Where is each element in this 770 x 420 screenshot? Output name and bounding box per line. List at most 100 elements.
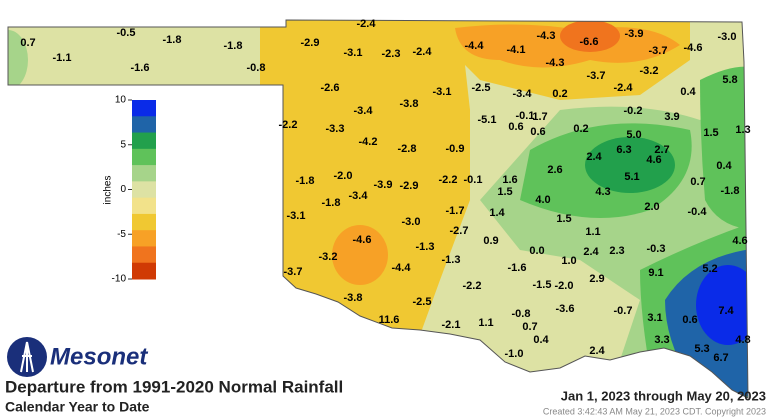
station-value: -3.9 <box>625 28 644 40</box>
station-value: -3.3 <box>326 123 345 135</box>
station-value: 9.1 <box>648 267 663 279</box>
station-value: 0.2 <box>552 88 567 100</box>
station-value: 2.4 <box>583 246 599 258</box>
station-value: 0.4 <box>533 334 549 346</box>
legend-swatch <box>132 132 156 150</box>
station-value: 0.7 <box>522 321 537 333</box>
station-value: -0.7 <box>614 305 633 317</box>
station-value: 6.7 <box>713 352 728 364</box>
legend-swatch <box>132 165 156 182</box>
station-value: -4.6 <box>684 42 703 54</box>
logo-text: Mesonet <box>50 343 148 370</box>
station-value: -1.8 <box>163 34 182 46</box>
station-value: 2.9 <box>589 273 604 285</box>
station-value: 5.1 <box>624 171 639 183</box>
title: Departure from 1991-2020 Normal Rainfall <box>5 377 343 396</box>
stations: 0.7 -1.1 -0.5 -1.8 -1.6 -1.8 -0.8 -2.4 -2.9 -3.1 -… <box>20 18 750 364</box>
station-value: 0.9 <box>483 235 498 247</box>
station-value: 2.3 <box>609 245 624 257</box>
station-value: 0.7 <box>20 37 35 49</box>
station-value: -3.2 <box>319 251 338 263</box>
station-value: -2.2 <box>439 174 458 186</box>
station-value: 0.2 <box>573 123 588 135</box>
station-value: 2.4 <box>586 151 602 163</box>
station-value: -0.3 <box>647 243 666 255</box>
station-value: -2.9 <box>301 37 320 49</box>
station-value: 0.0 <box>529 245 544 257</box>
station-value: -4.3 <box>546 57 565 69</box>
station-value: -3.1 <box>344 47 363 59</box>
station-value: -2.9 <box>400 180 419 192</box>
station-value: -1.6 <box>131 62 150 74</box>
station-value: 2.4 <box>589 345 605 357</box>
station-value: -2.6 <box>321 82 340 94</box>
station-value: -2.5 <box>413 296 432 308</box>
station-value: 1.6 <box>502 174 517 186</box>
logo: Mesonet <box>7 337 148 377</box>
station-value: -1.1 <box>53 52 72 64</box>
legend-swatch <box>132 213 156 231</box>
station-value: -2.3 <box>382 48 401 60</box>
station-value: -3.0 <box>718 31 737 43</box>
station-value: 5.2 <box>702 263 717 275</box>
legend-swatch <box>132 262 156 280</box>
station-value: 4.0 <box>535 194 550 206</box>
legend: 10 5 0 -5 -10 <box>112 95 156 285</box>
station-value: 1.1 <box>478 317 493 329</box>
legend-tick-label: -5 <box>117 229 126 240</box>
station-value: 3.1 <box>647 312 662 324</box>
station-value: 1.0 <box>561 255 576 267</box>
station-value: -0.9 <box>446 143 465 155</box>
station-value: -1.8 <box>224 40 243 52</box>
station-value: -0.5 <box>117 27 136 39</box>
station-value: -2.0 <box>555 280 574 292</box>
station-value: 0.6 <box>530 126 545 138</box>
station-value: -0.1 <box>464 174 483 186</box>
station-value: 0.6 <box>508 121 523 133</box>
station-value: -1.3 <box>442 254 461 266</box>
legend-swatch <box>132 116 156 134</box>
station-value: -3.7 <box>284 266 303 278</box>
legend-label: inches <box>103 176 114 205</box>
station-value: 2.0 <box>644 201 659 213</box>
station-value: -1.7 <box>446 205 465 217</box>
station-value: -3.2 <box>640 65 659 77</box>
station-value: -3.7 <box>587 70 606 82</box>
station-value: -3.4 <box>354 105 374 117</box>
station-value: 4.6 <box>732 235 747 247</box>
station-value: -1.8 <box>721 185 740 197</box>
station-value: -1.3 <box>416 241 435 253</box>
station-value: -2.5 <box>472 82 491 94</box>
station-value: -4.6 <box>353 234 372 246</box>
station-value: -3.0 <box>402 216 421 228</box>
station-value: 11.6 <box>379 314 400 326</box>
station-value: -2.4 <box>357 18 377 30</box>
station-value: -3.7 <box>649 45 668 57</box>
station-value: 0.4 <box>716 160 732 172</box>
credit: Created 3:42:43 AM May 21, 2023 CDT. Cop… <box>543 406 766 416</box>
station-value: 3.3 <box>654 334 669 346</box>
legend-tick-label: 0 <box>120 184 126 195</box>
station-value: -3.9 <box>374 179 393 191</box>
station-value: 0.7 <box>690 176 705 188</box>
station-value: 0.4 <box>680 86 696 98</box>
legend-swatch <box>132 181 156 199</box>
station-value: -1.8 <box>322 197 341 209</box>
station-value: 1.3 <box>735 124 750 136</box>
station-value: -6.6 <box>580 36 599 48</box>
station-value: 4.8 <box>735 334 750 346</box>
station-value: -4.2 <box>359 136 378 148</box>
station-value: -3.6 <box>556 303 575 315</box>
station-value: -4.1 <box>507 44 526 56</box>
station-value: 2.7 <box>654 144 669 156</box>
legend-tick-label: -10 <box>112 274 127 285</box>
station-value: -1.8 <box>296 175 315 187</box>
station-value: -0.8 <box>247 62 266 74</box>
station-value: 1.5 <box>497 186 512 198</box>
station-value: -0.4 <box>688 206 708 218</box>
station-value: -3.8 <box>344 292 363 304</box>
subtitle: Calendar Year to Date <box>5 399 150 415</box>
station-value: 5.0 <box>626 129 641 141</box>
